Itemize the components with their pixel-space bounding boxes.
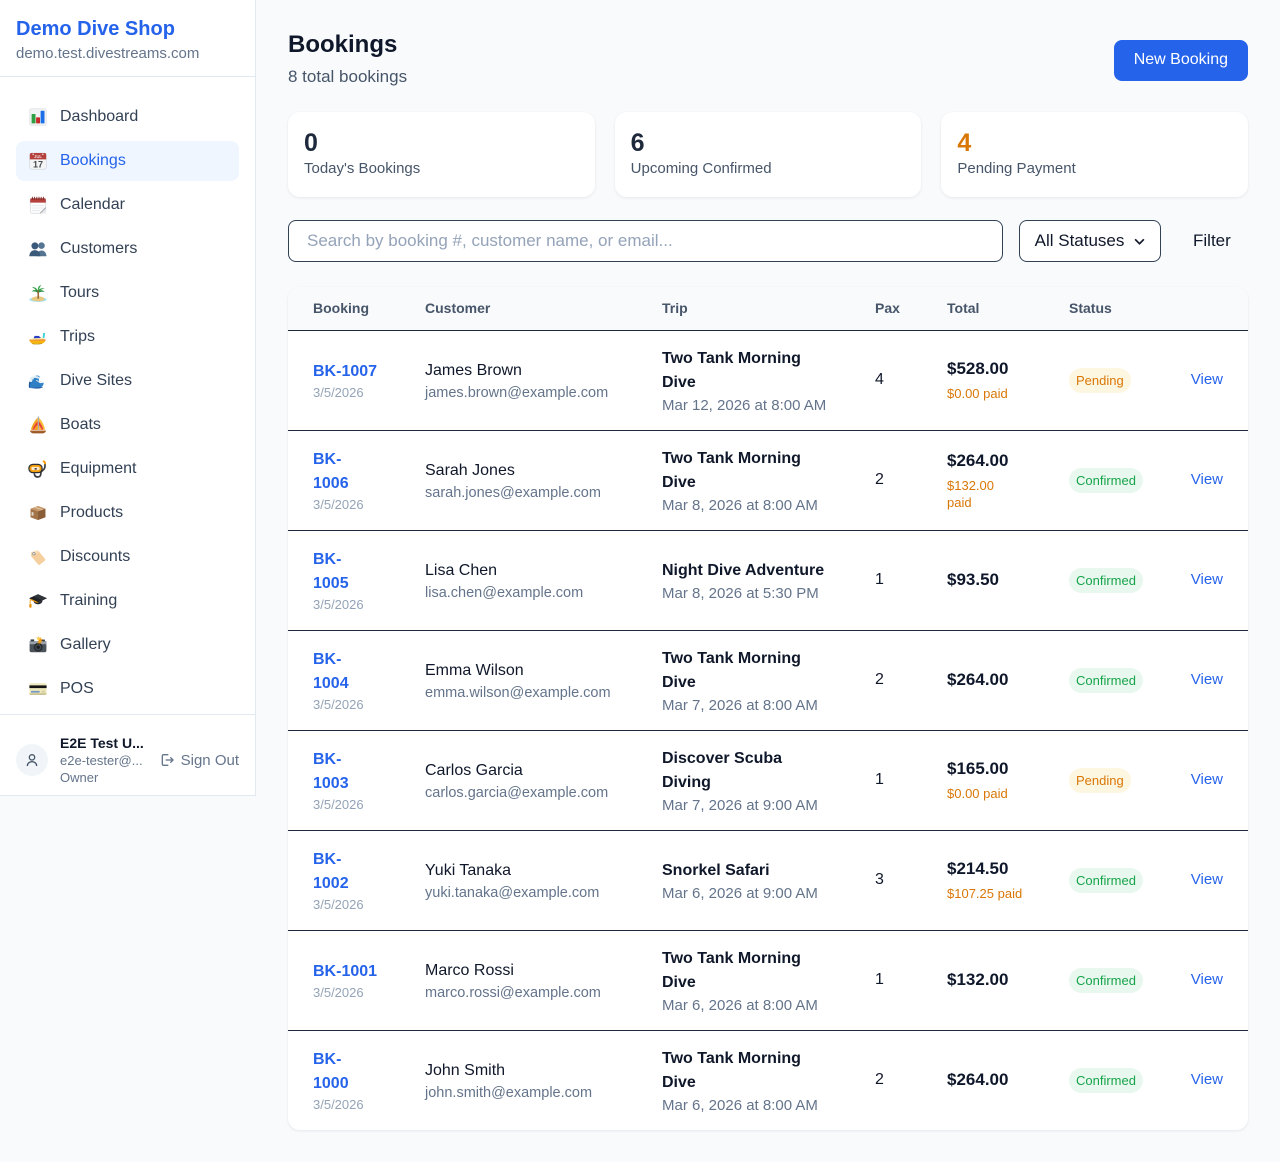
svg-text:17: 17	[33, 160, 43, 170]
svg-text:JUL: JUL	[34, 154, 42, 159]
